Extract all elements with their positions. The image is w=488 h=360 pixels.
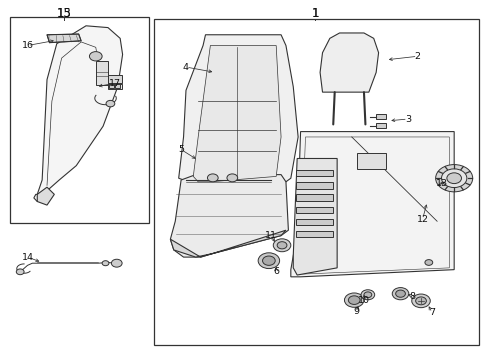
Polygon shape xyxy=(37,187,54,205)
Polygon shape xyxy=(290,132,453,277)
Bar xyxy=(108,75,122,83)
Text: 14: 14 xyxy=(21,253,34,262)
Bar xyxy=(375,123,385,128)
Bar xyxy=(109,84,114,88)
Text: 7: 7 xyxy=(428,308,434,317)
Circle shape xyxy=(273,239,290,252)
Text: 1: 1 xyxy=(311,7,318,20)
Bar xyxy=(10,17,149,223)
Circle shape xyxy=(344,293,363,307)
Text: 16: 16 xyxy=(21,41,34,50)
Circle shape xyxy=(106,100,115,107)
Circle shape xyxy=(395,290,405,297)
Bar xyxy=(115,84,120,88)
Circle shape xyxy=(363,292,371,298)
Text: 1: 1 xyxy=(311,7,318,20)
Polygon shape xyxy=(34,26,122,202)
Bar xyxy=(96,60,108,85)
Bar xyxy=(296,170,332,176)
Text: 4: 4 xyxy=(183,63,188,72)
Polygon shape xyxy=(193,45,281,182)
Bar xyxy=(356,153,385,169)
Text: 8: 8 xyxy=(409,292,415,301)
Text: 2: 2 xyxy=(414,52,420,61)
Text: 13: 13 xyxy=(435,179,447,188)
Bar xyxy=(296,182,332,189)
Text: 17: 17 xyxy=(109,79,121,88)
Polygon shape xyxy=(320,33,378,92)
Bar xyxy=(375,114,385,119)
Bar xyxy=(154,19,478,345)
Circle shape xyxy=(207,174,218,182)
Circle shape xyxy=(16,269,24,275)
Bar xyxy=(296,219,332,225)
Text: 6: 6 xyxy=(273,267,279,276)
Circle shape xyxy=(258,253,279,269)
Text: 13: 13 xyxy=(57,7,71,20)
Text: 9: 9 xyxy=(353,307,359,316)
Polygon shape xyxy=(170,175,288,257)
Circle shape xyxy=(424,260,432,265)
Polygon shape xyxy=(170,230,285,257)
Polygon shape xyxy=(47,34,81,42)
Circle shape xyxy=(391,288,408,300)
Circle shape xyxy=(277,242,286,249)
Polygon shape xyxy=(178,35,298,185)
Circle shape xyxy=(411,294,429,308)
Text: 5: 5 xyxy=(178,145,184,154)
Text: 15: 15 xyxy=(57,7,71,20)
Circle shape xyxy=(347,296,359,305)
Circle shape xyxy=(226,174,237,182)
Circle shape xyxy=(89,51,102,61)
Polygon shape xyxy=(293,158,336,275)
Bar xyxy=(108,84,122,89)
Circle shape xyxy=(435,165,472,192)
Circle shape xyxy=(102,261,109,266)
Bar xyxy=(296,207,332,213)
Bar xyxy=(296,231,332,237)
Text: 11: 11 xyxy=(265,231,277,240)
Circle shape xyxy=(441,169,466,188)
Circle shape xyxy=(446,173,461,184)
Circle shape xyxy=(360,290,374,300)
Bar xyxy=(296,194,332,201)
Circle shape xyxy=(415,297,426,305)
Text: 3: 3 xyxy=(404,114,410,123)
Text: 12: 12 xyxy=(416,215,427,224)
Text: 10: 10 xyxy=(357,296,369,305)
Circle shape xyxy=(111,259,122,267)
Circle shape xyxy=(262,256,275,265)
